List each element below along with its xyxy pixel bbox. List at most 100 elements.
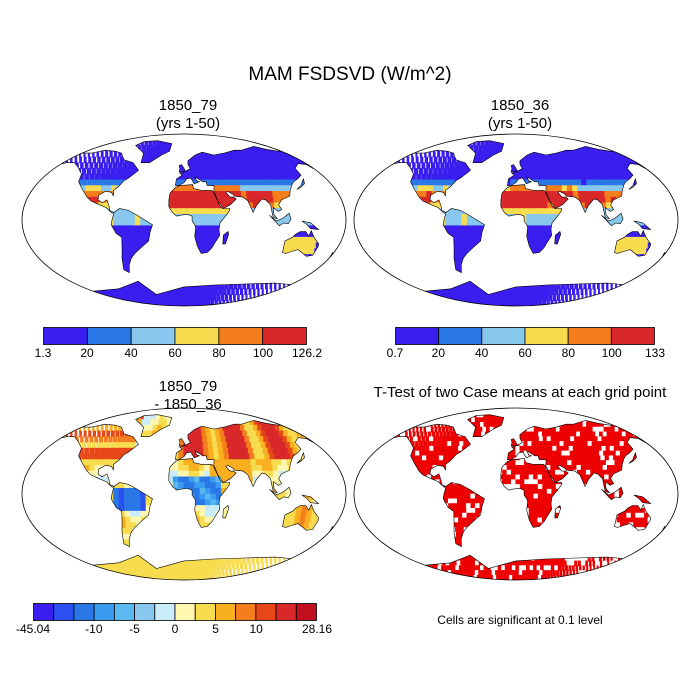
grid-cell: [183, 499, 191, 506]
grid-cell: [201, 282, 207, 290]
grid-cell: [38, 442, 41, 449]
grid-cell: [542, 231, 550, 238]
grid-cell: [655, 168, 666, 175]
grid-cell: [210, 510, 217, 518]
grid-cell: [226, 493, 234, 501]
grid-cell: [461, 231, 470, 238]
grid-cell: [54, 482, 62, 489]
grid-cell: [279, 259, 285, 267]
grid-cell: [115, 156, 120, 164]
grid-cell: [633, 208, 642, 215]
grid-cell: [489, 248, 497, 255]
grid-cell: [195, 414, 202, 420]
grid-cell: [237, 487, 245, 495]
grid-cell: [424, 236, 433, 244]
grid-cell: [64, 225, 73, 232]
grid-cell: [515, 173, 523, 181]
grid-cell: [47, 157, 49, 164]
grid-cell: [365, 231, 373, 238]
grid-cell: [44, 459, 49, 466]
grid-cell: [503, 299, 510, 306]
grid-cell: [96, 419, 99, 426]
grid-cell: [53, 528, 59, 535]
grid-cell: [429, 231, 438, 238]
grid-cell: [188, 196, 196, 204]
grid-cell: [450, 213, 458, 221]
grid-cell: [567, 248, 574, 255]
grid-cell: [60, 202, 67, 210]
grid-cell: [489, 191, 497, 198]
grid-cell: [57, 145, 62, 152]
grid-cell: [385, 202, 389, 210]
grid-cell: [199, 470, 207, 478]
grid-cell: [461, 145, 466, 152]
grid-cell: [219, 282, 225, 290]
grid-cell: [608, 254, 614, 261]
grid-cell: [442, 168, 448, 175]
grid-cell: [284, 259, 290, 267]
grid-cell: [75, 213, 83, 221]
grid-cell: [91, 499, 100, 506]
grid-cell: [178, 482, 186, 489]
grid-cell: [471, 288, 480, 296]
grid-cell: [219, 430, 228, 438]
grid-cell: [156, 219, 164, 227]
grid-cell: [203, 453, 211, 461]
grid-cell: [433, 271, 443, 278]
grid-cell: [504, 225, 512, 232]
grid-cell: [492, 282, 500, 290]
grid-cell: [577, 185, 586, 192]
grid-cell: [148, 414, 153, 420]
grid-cell: [121, 185, 128, 192]
grid-cell: [81, 505, 90, 512]
grid-cell: [39, 185, 44, 192]
grid-cell: [70, 430, 73, 438]
grid-cell: [156, 202, 164, 210]
grid-cell: [70, 288, 82, 296]
grid-cell: [445, 299, 456, 306]
grid-cell: [625, 191, 634, 198]
grid-cell: [286, 528, 292, 535]
grid-cell: [195, 294, 201, 301]
grid-cell: [481, 168, 488, 175]
grid-cell: [253, 213, 261, 221]
grid-cell: [403, 294, 416, 301]
grid-cell: [456, 225, 464, 232]
grid-cell: [133, 447, 140, 455]
grid-cell: [536, 213, 545, 221]
grid-cell: [220, 196, 228, 204]
grid-cell: [199, 248, 206, 255]
grid-cell: [94, 162, 99, 169]
grid-cell: [188, 191, 196, 198]
grid-cell: [581, 259, 587, 267]
grid-cell: [402, 299, 416, 306]
grid-cell: [648, 202, 657, 210]
grid-cell: [463, 162, 469, 169]
grid-cell: [54, 528, 64, 535]
grid-cell: [295, 476, 304, 484]
grid-cell: [233, 294, 236, 301]
grid-cell: [359, 225, 367, 232]
grid-cell: [659, 236, 666, 244]
grid-cell: [493, 213, 501, 221]
grid-cell: [602, 299, 607, 306]
grid-cell: [154, 442, 161, 449]
grid-cell: [237, 447, 246, 455]
grid-cell: [162, 248, 170, 255]
grid-cell: [97, 505, 106, 512]
grid-cell: [183, 510, 191, 518]
grid-cell: [563, 208, 572, 215]
grid-cell: [385, 242, 392, 250]
grid-cell: [34, 511, 42, 518]
grid-cell: [317, 208, 326, 215]
grid-cell: [86, 505, 95, 512]
grid-cell: [272, 277, 276, 284]
grid-cell: [112, 162, 118, 169]
grid-cell: [73, 191, 80, 198]
grid-cell: [89, 277, 100, 284]
grid-cell: [617, 231, 625, 238]
grid-cell: [326, 516, 332, 524]
grid-cell: [172, 231, 180, 238]
grid-cell: [582, 185, 591, 192]
grid-cell: [113, 476, 121, 484]
